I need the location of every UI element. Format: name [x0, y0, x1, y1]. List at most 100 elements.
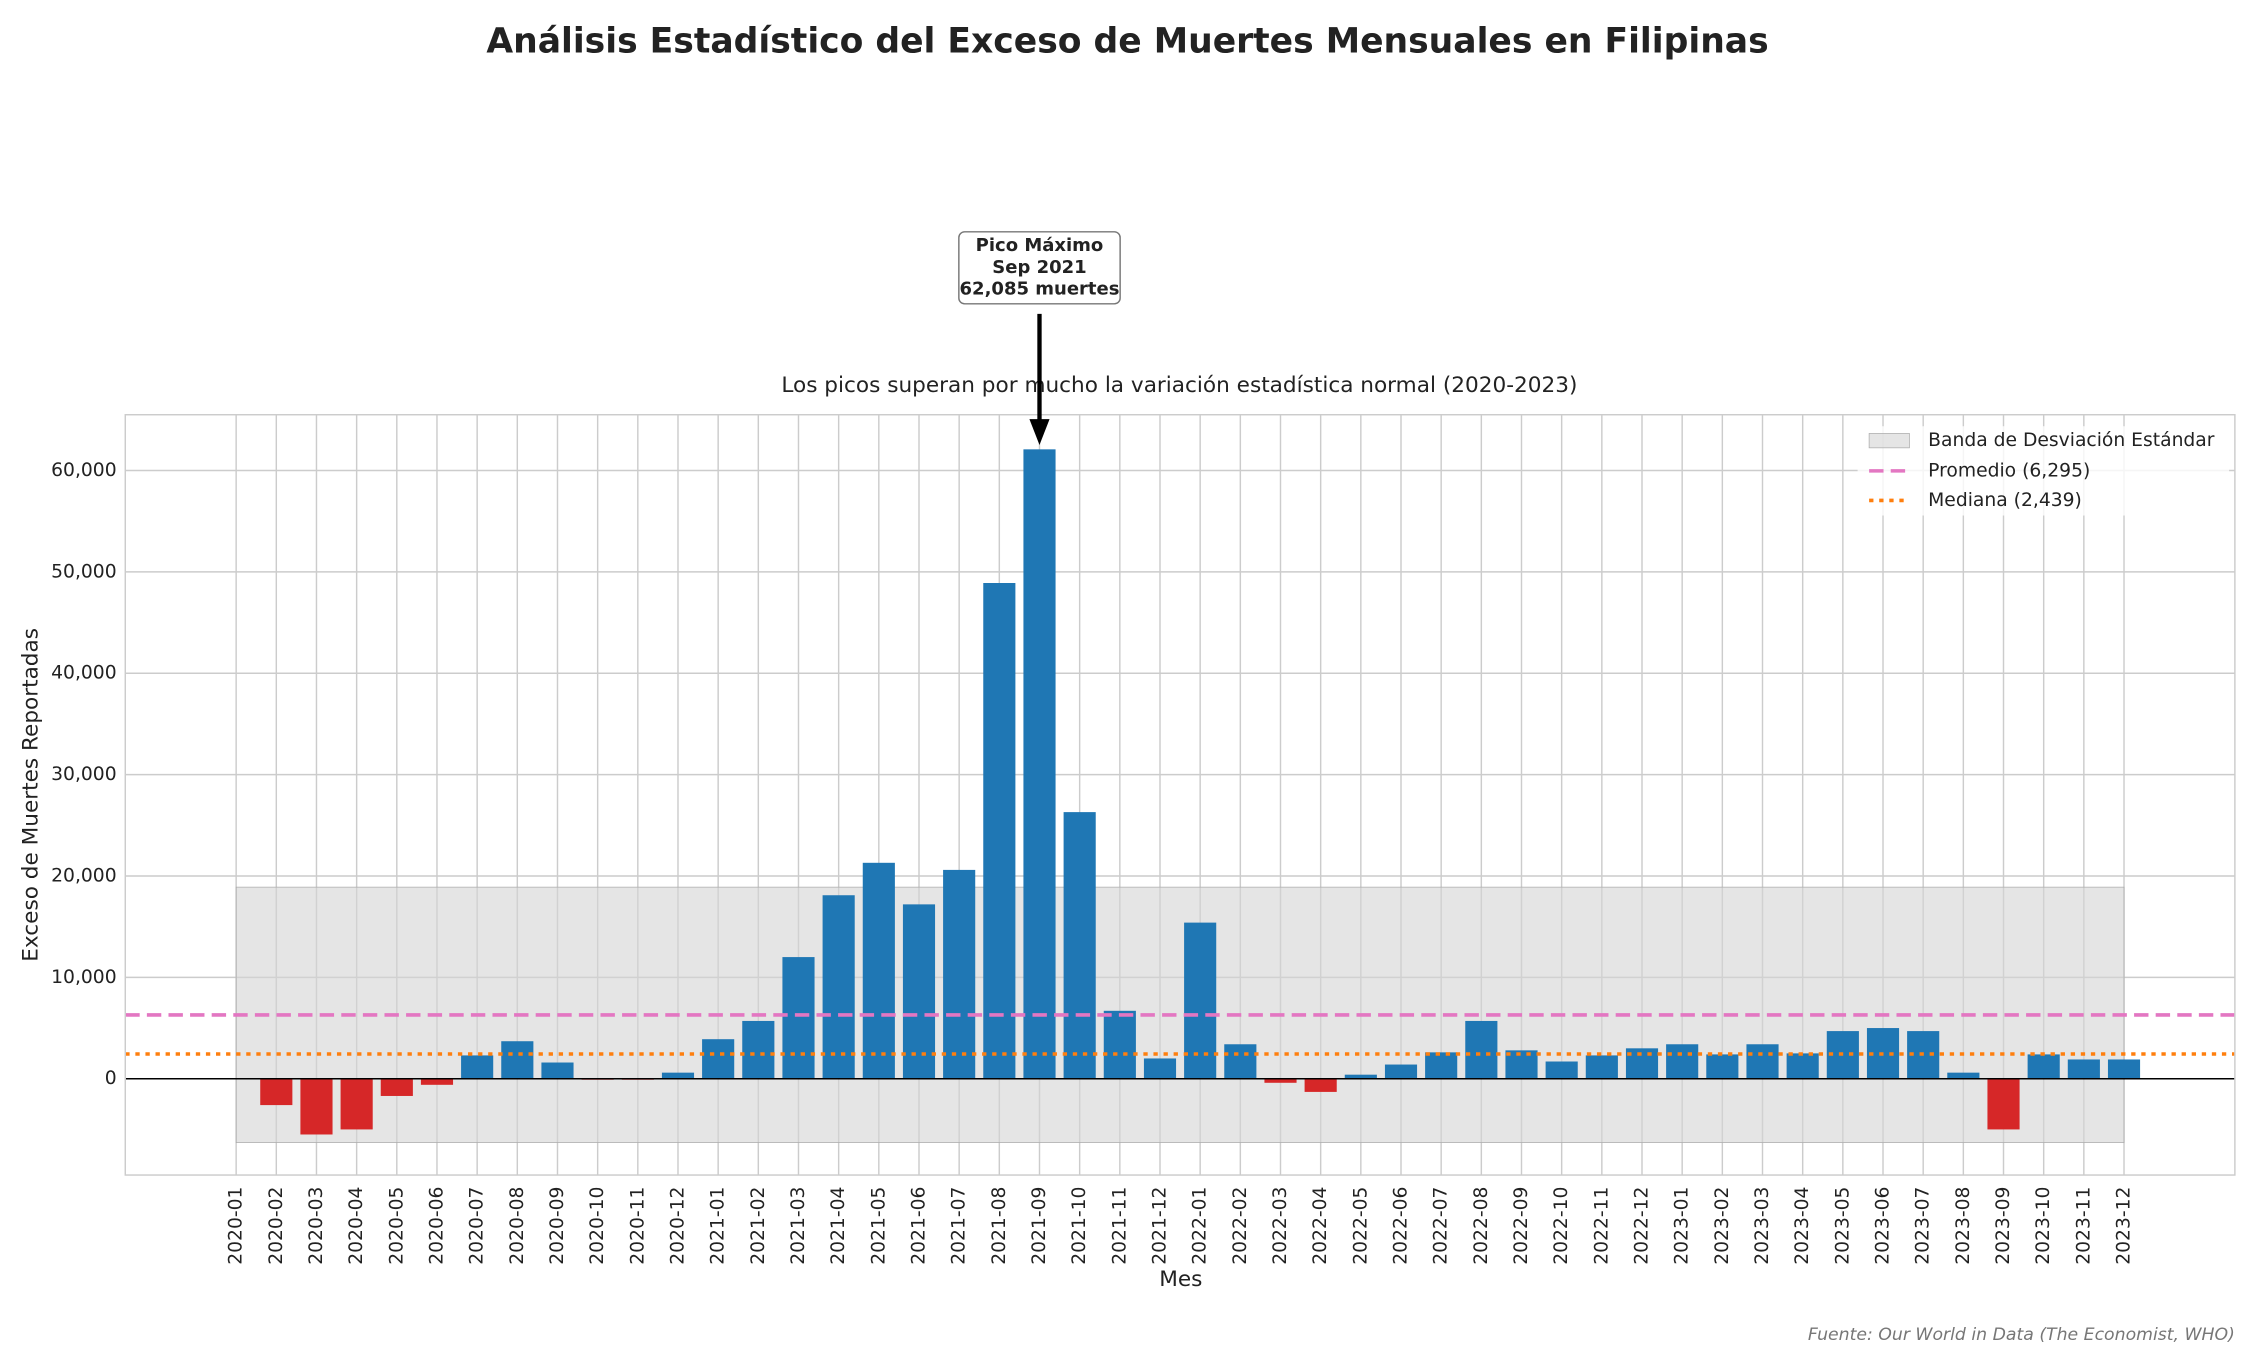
x-tick-label: 2021-04	[828, 1187, 849, 1265]
chart-subtitle: Los picos superan por mucho la variación…	[781, 373, 1577, 398]
bar	[1344, 1074, 1377, 1079]
x-tick-label: 2020-09	[547, 1187, 568, 1265]
x-tick-label: 2023-05	[1832, 1187, 1853, 1265]
x-tick-label: 2022-10	[1551, 1187, 1572, 1265]
x-tick-label: 2023-06	[1873, 1187, 1894, 1265]
bar	[541, 1062, 574, 1079]
x-tick-label: 2023-10	[2033, 1187, 2054, 1265]
x-tick-label: 2021-06	[908, 1187, 929, 1265]
bar	[902, 904, 936, 1079]
x-tick-label: 2020-11	[627, 1187, 648, 1265]
bar	[1706, 1054, 1739, 1079]
bar	[1063, 812, 1096, 1079]
y-tick-label: 50,000	[51, 561, 117, 582]
x-tick-label: 2021-05	[868, 1187, 889, 1265]
x-tick-label: 2020-03	[306, 1187, 327, 1265]
bar	[1987, 1078, 2020, 1130]
x-tick-label: 2020-10	[587, 1187, 608, 1265]
x-tick-label: 2022-08	[1471, 1187, 1492, 1265]
x-tick-label: 2023-02	[1712, 1187, 1733, 1265]
x-tick-label: 2023-01	[1672, 1187, 1693, 1265]
x-tick-label: 2021-09	[1029, 1187, 1050, 1265]
bar	[260, 1078, 293, 1106]
y-tick-label: 60,000	[51, 460, 117, 481]
x-tick-label: 2022-05	[1350, 1187, 1371, 1265]
legend-swatch	[1868, 433, 1910, 449]
bar	[380, 1078, 413, 1096]
x-tick-label: 2020-08	[507, 1187, 528, 1265]
bar	[1746, 1044, 1779, 1079]
legend-label: Promedio (6,295)	[1928, 460, 2090, 481]
bar	[822, 895, 855, 1079]
bar	[300, 1078, 333, 1135]
x-tick-label: 2020-12	[667, 1187, 688, 1265]
x-tick-label: 2021-02	[748, 1187, 769, 1265]
x-tick-label: 2022-12	[1632, 1187, 1653, 1265]
bar	[983, 583, 1016, 1079]
bar	[1023, 449, 1056, 1079]
y-tick-label: 40,000	[51, 663, 117, 684]
x-tick-label: 2021-10	[1069, 1187, 1090, 1265]
x-tick-label: 2022-04	[1310, 1187, 1331, 1265]
bar	[461, 1055, 494, 1079]
y-tick-label: 20,000	[51, 865, 117, 886]
bar	[2107, 1059, 2141, 1079]
y-axis-label: Exceso de Muertes Reportadas	[19, 628, 44, 962]
x-tick-label: 2021-01	[708, 1187, 729, 1265]
bar	[2027, 1054, 2060, 1079]
x-tick-label: 2023-07	[1913, 1187, 1934, 1265]
bar	[943, 869, 976, 1079]
x-tick-label: 2023-11	[2073, 1187, 2094, 1265]
x-tick-label: 2021-12	[1149, 1187, 1170, 1265]
x-tick-label: 2022-03	[1270, 1187, 1291, 1265]
bar	[782, 957, 815, 1079]
x-tick-label: 2023-12	[2114, 1187, 2135, 1265]
x-tick-label: 2023-04	[1792, 1187, 1813, 1265]
x-tick-label: 2023-03	[1752, 1187, 1773, 1265]
source-note: Fuente: Our World in Data (The Economist…	[1808, 1325, 2235, 1345]
bar	[2067, 1059, 2100, 1079]
std-band	[235, 886, 2125, 1143]
y-tick-label: 0	[105, 1068, 117, 1089]
bar	[340, 1078, 373, 1130]
x-tick-label: 2022-06	[1391, 1187, 1412, 1265]
annotation-text: Sep 2021	[992, 257, 1086, 278]
bar	[1143, 1058, 1177, 1079]
bar	[1666, 1044, 1699, 1079]
x-tick-label: 2020-04	[346, 1187, 367, 1265]
bar	[1505, 1050, 1538, 1079]
bar	[1786, 1053, 1819, 1079]
bar	[1947, 1072, 1980, 1079]
chart-title: Análisis Estadístico del Exceso de Muert…	[486, 22, 1768, 62]
x-tick-label: 2023-09	[1993, 1187, 2014, 1265]
annotation-arrowhead	[1029, 419, 1050, 446]
bar	[1425, 1052, 1458, 1079]
x-tick-label: 2020-05	[386, 1187, 407, 1265]
plot-frame	[124, 414, 2236, 1176]
bar	[1585, 1055, 1618, 1079]
bar	[1465, 1020, 1498, 1079]
x-tick-label: 2021-07	[949, 1187, 970, 1265]
legend-frame	[1857, 426, 2230, 516]
bar	[1384, 1064, 1418, 1079]
x-tick-label: 2022-07	[1431, 1187, 1452, 1265]
bar	[661, 1072, 695, 1079]
x-tick-label: 2022-01	[1190, 1187, 1211, 1265]
x-tick-label: 2021-11	[1109, 1187, 1130, 1265]
bar	[1264, 1078, 1297, 1083]
x-tick-label: 2020-06	[426, 1187, 447, 1265]
bar	[742, 1020, 775, 1079]
x-tick-label: 2022-09	[1511, 1187, 1532, 1265]
x-tick-label: 2020-01	[226, 1187, 247, 1265]
x-axis-label: Mes	[1159, 1267, 1202, 1292]
bar	[862, 862, 895, 1079]
legend-label: Banda de Desviación Estándar	[1928, 430, 2215, 451]
x-tick-label: 2022-11	[1591, 1187, 1612, 1265]
bar	[1184, 922, 1217, 1079]
annotation-text: Pico Máximo	[976, 235, 1104, 256]
bar	[501, 1041, 534, 1079]
x-tick-label: 2020-07	[467, 1187, 488, 1265]
